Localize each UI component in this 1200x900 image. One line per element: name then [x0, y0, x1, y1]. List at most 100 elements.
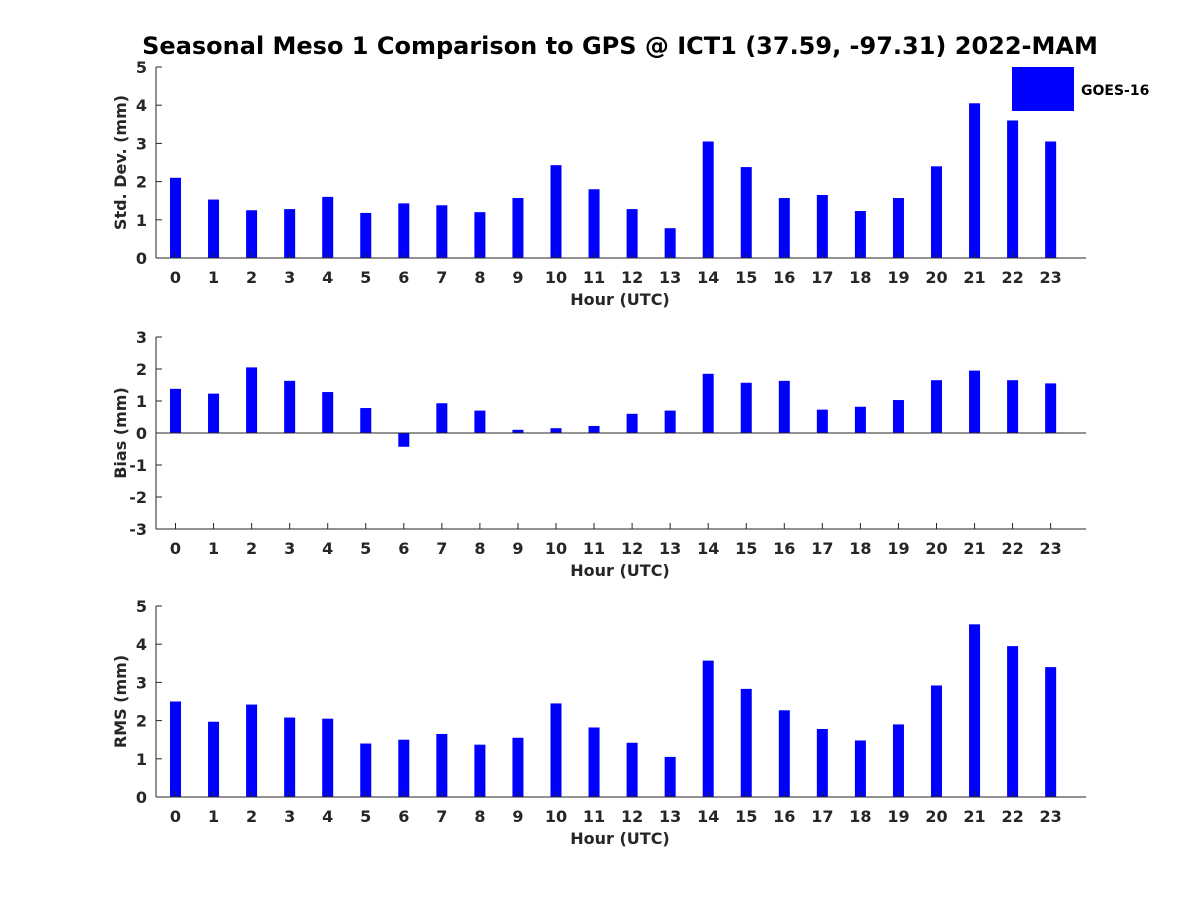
rms-x-tick-label: 13 — [659, 807, 681, 826]
std-y-tick-label: 2 — [136, 173, 147, 192]
bias-y-tick-label: -2 — [129, 488, 147, 507]
std-bar-hour-6 — [398, 203, 410, 258]
std-bar-hour-10 — [550, 165, 562, 258]
std-bar-hour-1 — [208, 199, 220, 258]
std-bar-hour-16 — [778, 198, 790, 258]
rms-x-tick-label: 14 — [697, 807, 719, 826]
bias-x-tick-label: 1 — [208, 539, 219, 558]
rms-x-tick-label: 2 — [246, 807, 257, 826]
std-bar-hour-20 — [931, 166, 942, 258]
bias-y-tick-label: -3 — [129, 520, 147, 539]
figure-title: Seasonal Meso 1 Comparison to GPS @ ICT1… — [142, 32, 1098, 60]
std-y-tick-label: 4 — [136, 96, 147, 115]
rms-y-tick-label: 3 — [136, 673, 147, 692]
std-bar-hour-13 — [664, 228, 676, 258]
std-y-tick-label: 1 — [136, 211, 147, 230]
std-x-tick-label: 23 — [1040, 268, 1062, 287]
rms-bar-hour-11 — [588, 727, 600, 797]
rms-bar-hour-20 — [931, 685, 942, 797]
rms-bar-hour-16 — [778, 710, 790, 797]
rms-bar-hour-9 — [512, 737, 524, 797]
bias-y-tick-label: 2 — [136, 360, 147, 379]
bias-x-tick-label: 22 — [1001, 539, 1023, 558]
bias-bar-hour-8 — [474, 410, 486, 433]
bias-bar-hour-18 — [854, 406, 866, 433]
std-bar-hour-3 — [284, 209, 296, 258]
rms-bar-hour-17 — [816, 729, 828, 797]
bias-x-tick-label: 23 — [1040, 539, 1062, 558]
rms-x-tick-label: 9 — [512, 807, 523, 826]
bias-y-axis-label: Bias (mm) — [111, 387, 130, 479]
bias-x-tick-label: 11 — [583, 539, 605, 558]
rms-y-axis-label: RMS (mm) — [111, 655, 130, 748]
rms-y-tick-label: 2 — [136, 712, 147, 731]
bias-x-tick-label: 12 — [621, 539, 643, 558]
std-x-tick-label: 6 — [398, 268, 409, 287]
rms-x-tick-label: 3 — [284, 807, 295, 826]
bias-x-tick-label: 16 — [773, 539, 795, 558]
rms-y-tick-label: 5 — [136, 597, 147, 616]
legend-label: GOES-16 — [1081, 83, 1149, 99]
std-x-axis-label: Hour (UTC) — [570, 290, 670, 309]
std-bar-hour-19 — [892, 198, 904, 258]
rms-x-tick-label: 4 — [322, 807, 333, 826]
std-bar-hour-2 — [246, 210, 258, 258]
rms-bar-hour-2 — [246, 704, 258, 797]
rms-x-tick-label: 11 — [583, 807, 605, 826]
bias-bar-hour-17 — [816, 409, 828, 433]
std-y-axis-label: Std. Dev. (mm) — [111, 95, 130, 230]
bias-x-axis-label: Hour (UTC) — [570, 561, 670, 580]
legend-swatch — [1012, 67, 1074, 111]
std-x-tick-label: 15 — [735, 268, 757, 287]
bias-x-tick-label: 21 — [963, 539, 985, 558]
rms-x-tick-label: 15 — [735, 807, 757, 826]
std-x-tick-label: 21 — [963, 268, 985, 287]
bias-x-tick-label: 19 — [887, 539, 909, 558]
rms-bar-hour-0 — [170, 701, 181, 797]
bias-bar-hour-15 — [740, 382, 752, 433]
std-y-tick-label: 3 — [136, 134, 147, 153]
std-x-tick-label: 18 — [849, 268, 871, 287]
std-x-tick-label: 8 — [474, 268, 485, 287]
rms-x-tick-label: 23 — [1040, 807, 1062, 826]
rms-x-tick-label: 12 — [621, 807, 643, 826]
std-bar-hour-11 — [588, 189, 600, 258]
rms-x-tick-label: 7 — [436, 807, 447, 826]
bias-bar-hour-20 — [931, 380, 942, 433]
std-bar-hour-18 — [854, 211, 866, 258]
rms-bar-hour-1 — [208, 721, 220, 797]
bias-x-tick-label: 2 — [246, 539, 257, 558]
bias-x-tick-label: 18 — [849, 539, 871, 558]
bias-bar-hour-5 — [360, 408, 372, 433]
rms-x-tick-label: 18 — [849, 807, 871, 826]
rms-bar-hour-19 — [892, 724, 904, 797]
std-bar-hour-9 — [512, 198, 524, 258]
std-x-tick-label: 14 — [697, 268, 719, 287]
rms-bar-hour-5 — [360, 743, 372, 797]
rms-bar-hour-12 — [626, 742, 638, 797]
bias-bar-hour-2 — [246, 367, 258, 433]
bias-y-tick-label: 1 — [136, 392, 147, 411]
std-y-tick-label: 0 — [136, 249, 147, 268]
bias-bar-hour-10 — [550, 428, 562, 433]
bias-x-tick-label: 4 — [322, 539, 333, 558]
rms-y-tick-label: 0 — [136, 788, 147, 807]
bias-x-tick-label: 13 — [659, 539, 681, 558]
rms-bar-hour-8 — [474, 744, 486, 797]
rms-x-tick-label: 1 — [208, 807, 219, 826]
std-bar-hour-14 — [702, 141, 714, 258]
bias-bar-hour-14 — [702, 373, 714, 433]
bias-x-tick-label: 17 — [811, 539, 833, 558]
std-bar-hour-8 — [474, 212, 486, 258]
bias-x-tick-label: 9 — [512, 539, 523, 558]
std-x-tick-label: 0 — [170, 268, 181, 287]
rms-x-tick-label: 20 — [925, 807, 947, 826]
rms-bar-hour-13 — [664, 756, 676, 797]
bias-bar-hour-7 — [436, 403, 448, 433]
bias-y-tick-label: 0 — [136, 424, 147, 443]
std-x-tick-label: 3 — [284, 268, 295, 287]
bias-x-tick-label: 14 — [697, 539, 719, 558]
